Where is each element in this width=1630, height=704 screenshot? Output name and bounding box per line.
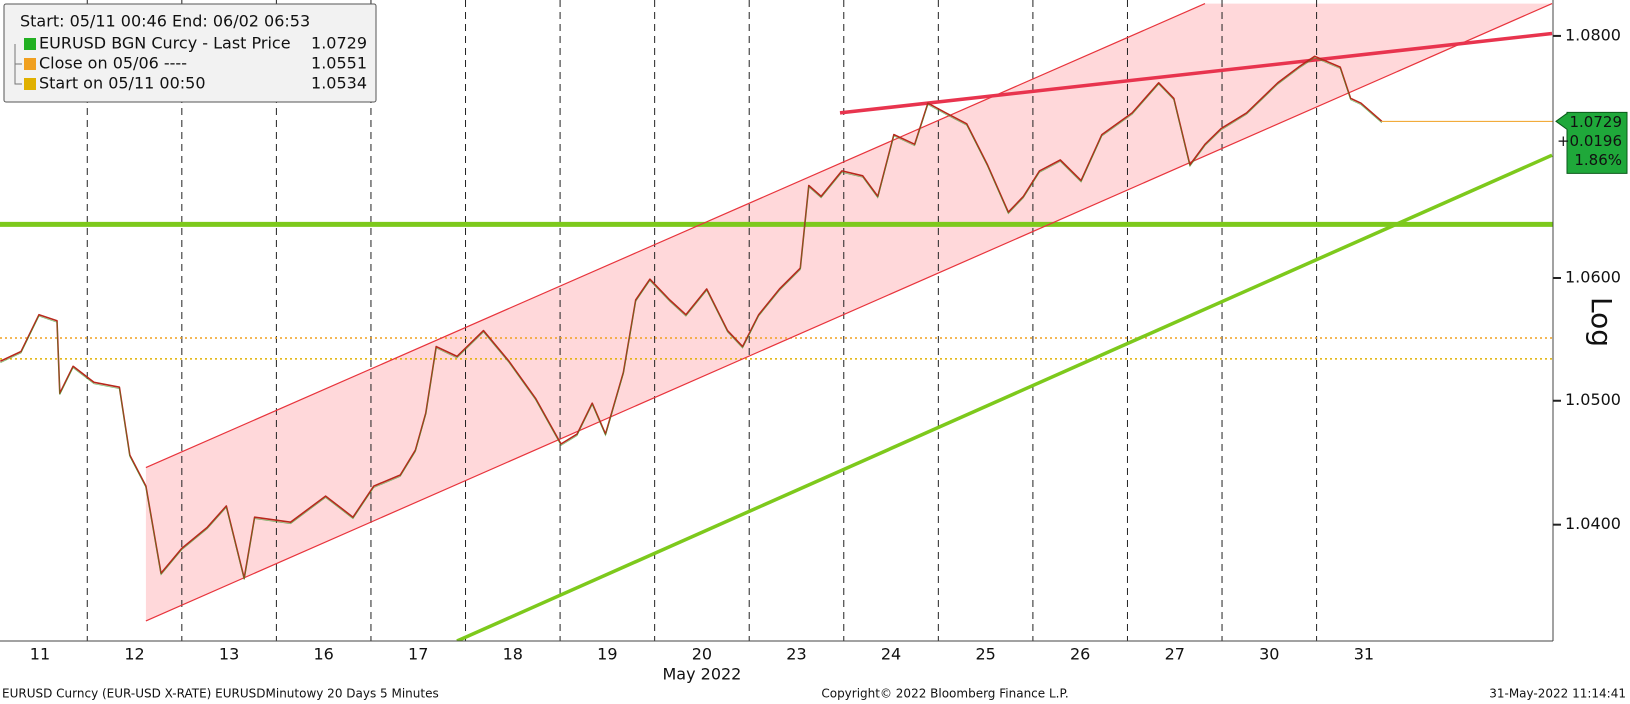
x-tick-label: 20: [692, 645, 712, 664]
x-tick-label: 16: [313, 645, 333, 664]
legend-label: Start on 05/11 00:50: [39, 74, 206, 93]
y-tick-label: 1.0800: [1565, 25, 1621, 44]
legend: Start: 05/11 00:46 End: 06/02 06:53 EURUS…: [3, 3, 377, 103]
legend-label: Close on 05/06 ----: [39, 54, 187, 73]
price-tag-box: [1555, 111, 1628, 174]
y-tick-label: 1.0400: [1565, 514, 1621, 533]
footer-left: EURUSD Curncy (EUR-USD X-RATE) EURUSDMin…: [2, 687, 439, 701]
x-axis-title: May 2022: [662, 665, 741, 684]
x-tick-label: 19: [597, 645, 617, 664]
footer-right: 31-May-2022 11:14:41: [1489, 687, 1626, 701]
legend-header: Start: 05/11 00:46 End: 06/02 06:53: [20, 12, 310, 31]
x-tick-label: 11: [30, 645, 50, 664]
legend-box: [3, 3, 377, 103]
x-tick-label: 24: [881, 645, 901, 664]
price-tag-value: 1.0729: [1570, 113, 1623, 131]
price-tag-change: +0.0196: [1557, 132, 1622, 150]
x-tick-label: 13: [219, 645, 239, 664]
legend-label: EURUSD BGN Curcy - Last Price: [39, 34, 291, 53]
x-tick-label: 17: [408, 645, 428, 664]
x-tick-label: 26: [1070, 645, 1090, 664]
plot-area: [0, 0, 1553, 641]
footer-center: Copyright© 2022 Bloomberg Finance L.P.: [821, 687, 1068, 701]
x-tick-label: 30: [1259, 645, 1279, 664]
channel-line: [145, 3, 1206, 469]
legend-swatch: [24, 38, 36, 50]
price-tag-pct: 1.86%: [1574, 151, 1622, 169]
legend-swatch: [24, 78, 36, 90]
trend-line: [839, 31, 1553, 115]
x-tick-label: 18: [503, 645, 523, 664]
legend-value: 1.0551: [311, 54, 367, 73]
x-tick-label: 25: [975, 645, 995, 664]
legend-value: 1.0534: [311, 74, 367, 93]
channel-line: [145, 3, 1553, 622]
x-tick-label: 12: [124, 645, 144, 664]
trend-line: [456, 153, 1553, 641]
x-tick-label: 23: [786, 645, 806, 664]
legend-tree: [14, 44, 22, 85]
x-tick-label: 27: [1165, 645, 1185, 664]
x-tick-label: 31: [1354, 645, 1374, 664]
log-label: Log: [1585, 297, 1618, 347]
price-line: [0, 55, 1383, 580]
y-tick-label: 1.0500: [1565, 390, 1621, 409]
legend-value: 1.0729: [311, 34, 367, 53]
price-line-shadow: [0, 57, 1383, 580]
legend-swatch: [24, 58, 36, 70]
y-tick-label: 1.0600: [1565, 267, 1621, 286]
